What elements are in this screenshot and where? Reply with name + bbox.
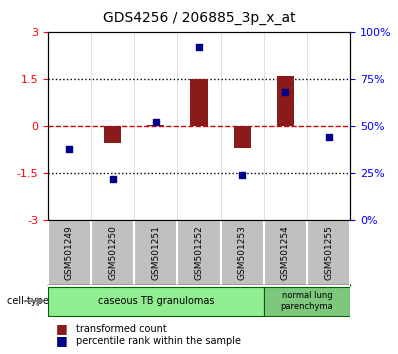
Text: ■: ■ xyxy=(56,334,68,347)
Text: GSM501250: GSM501250 xyxy=(108,225,117,280)
Bar xyxy=(104,126,121,143)
Point xyxy=(282,89,289,95)
Point xyxy=(109,176,116,182)
Text: caseous TB granulomas: caseous TB granulomas xyxy=(98,296,214,306)
Text: GDS4256 / 206885_3p_x_at: GDS4256 / 206885_3p_x_at xyxy=(103,11,295,25)
Text: cell type: cell type xyxy=(7,296,49,306)
Point xyxy=(66,146,72,152)
Bar xyxy=(277,76,294,126)
Text: GSM501255: GSM501255 xyxy=(324,225,333,280)
Text: GSM501249: GSM501249 xyxy=(65,225,74,280)
Bar xyxy=(234,126,251,148)
Text: transformed count: transformed count xyxy=(76,324,166,333)
Point xyxy=(152,120,159,125)
Text: normal lung
parenchyma: normal lung parenchyma xyxy=(281,291,334,311)
Point xyxy=(239,172,246,178)
Bar xyxy=(190,79,208,126)
Point xyxy=(196,44,202,50)
Bar xyxy=(147,125,164,126)
Text: GSM501252: GSM501252 xyxy=(195,225,203,280)
FancyBboxPatch shape xyxy=(48,287,264,316)
Point xyxy=(326,135,332,140)
FancyBboxPatch shape xyxy=(264,287,350,316)
Text: GSM501251: GSM501251 xyxy=(151,225,160,280)
Text: GSM501254: GSM501254 xyxy=(281,225,290,280)
Text: ■: ■ xyxy=(56,322,68,335)
Text: percentile rank within the sample: percentile rank within the sample xyxy=(76,336,241,346)
Text: GSM501253: GSM501253 xyxy=(238,225,247,280)
